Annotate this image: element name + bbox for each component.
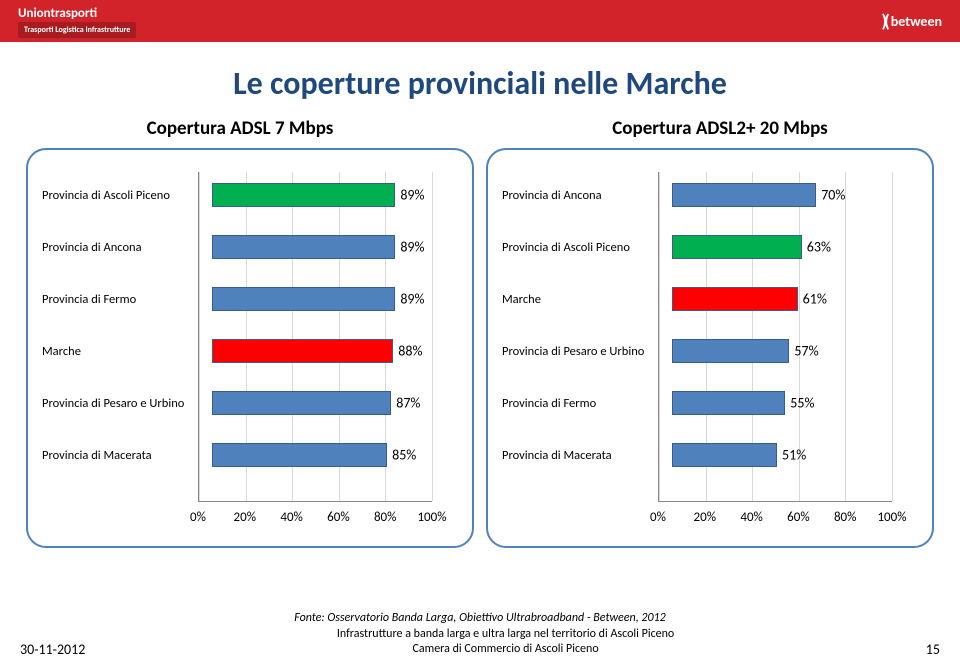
chart-adsl-7mbps: Provincia di Ascoli Piceno89%Provincia d… bbox=[26, 148, 474, 548]
bar: 89% bbox=[212, 287, 395, 311]
bar-label: Provincia di Pesaro e Urbino bbox=[502, 344, 672, 359]
bar: 61% bbox=[672, 287, 798, 311]
bar-row: Provincia di Fermo55% bbox=[672, 388, 878, 418]
logo-left-sub: Trasporti Logistica Infrastrutture bbox=[18, 22, 136, 38]
bar-row: Provincia di Ancona70% bbox=[672, 180, 878, 210]
x-tick: 60% bbox=[327, 510, 349, 525]
bar-value: 89% bbox=[394, 239, 424, 256]
chart-adsl2-20mbps: Provincia di Ancona70%Provincia di Ascol… bbox=[486, 148, 934, 548]
bar-value: 89% bbox=[394, 291, 424, 308]
x-tick: 40% bbox=[280, 510, 302, 525]
logo-left-text: Uniontrasporti bbox=[18, 6, 97, 21]
bar-value: 51% bbox=[776, 447, 806, 464]
bar-value: 63% bbox=[801, 239, 831, 256]
bar-row: Marche61% bbox=[672, 284, 878, 314]
bar-label: Provincia di Macerata bbox=[42, 448, 212, 463]
plot-area: Provincia di Ascoli Piceno89% Provincia d… bbox=[212, 172, 418, 482]
bar: 55% bbox=[672, 391, 785, 415]
logo-between: )( between bbox=[882, 10, 942, 32]
bar: 89% bbox=[212, 235, 395, 259]
bar-label: Marche bbox=[42, 344, 212, 359]
subtitle-left: Copertura ADSL 7 Mbps bbox=[0, 117, 480, 140]
bar: 87% bbox=[212, 391, 391, 415]
bar-label: Provincia di Ancona bbox=[502, 188, 672, 203]
x-tick: 40% bbox=[740, 510, 762, 525]
x-tick: 20% bbox=[234, 510, 256, 525]
logo-right-text: between bbox=[891, 13, 942, 30]
bar-value: 89% bbox=[394, 187, 424, 204]
subtitle-row: Copertura ADSL 7 Mbps Copertura ADSL2+ 2… bbox=[0, 117, 960, 140]
charts-container: Provincia di Ascoli Piceno89%Provincia d… bbox=[0, 148, 960, 548]
bar: 70% bbox=[672, 183, 816, 207]
between-decor-icon: )( bbox=[882, 10, 887, 32]
bar-value: 55% bbox=[784, 395, 814, 412]
bar-label: Marche bbox=[502, 292, 672, 307]
date-text: 30-11-2012 bbox=[20, 641, 85, 658]
bar-label: Provincia di Pesaro e Urbino bbox=[42, 396, 212, 411]
bar: 51% bbox=[672, 443, 777, 467]
footer-center: Infrastrutture a banda larga e ultra lar… bbox=[337, 627, 674, 658]
bar-label: Provincia di Macerata bbox=[502, 448, 672, 463]
bar-row: Marche88% bbox=[212, 336, 418, 366]
source-text: Fonte: Osservatorio Banda Larga, Obietti… bbox=[0, 611, 960, 625]
bar-row: Provincia di Pesaro e Urbino87% bbox=[212, 388, 418, 418]
header-bar: Uniontrasporti Trasporti Logistica Infra… bbox=[0, 0, 960, 42]
bar-row: Provincia di Macerata85% bbox=[212, 440, 418, 470]
bar-label: Provincia di Fermo bbox=[42, 292, 212, 307]
logo-uniontrasporti: Uniontrasporti Trasporti Logistica Infra… bbox=[18, 6, 136, 36]
x-tick: 100% bbox=[417, 510, 446, 525]
footer-line1: Infrastrutture a banda larga e ultra lar… bbox=[337, 627, 674, 641]
footer: Fonte: Osservatorio Banda Larga, Obietti… bbox=[0, 611, 960, 664]
bar: 57% bbox=[672, 339, 789, 363]
x-axis: 0%20%40%60%80%100% bbox=[658, 510, 892, 520]
bar-value: 88% bbox=[392, 343, 422, 360]
plot-area: Provincia di Ancona70% Provincia di Ascol… bbox=[672, 172, 878, 482]
gridline bbox=[892, 172, 893, 501]
bar: 89% bbox=[212, 183, 395, 207]
x-tick: 80% bbox=[834, 510, 856, 525]
x-axis: 0%20%40%60%80%100% bbox=[198, 510, 432, 520]
bar-row: Provincia di Ancona89% bbox=[212, 232, 418, 262]
bar-row: Provincia di Pesaro e Urbino57% bbox=[672, 336, 878, 366]
bar-label: Provincia di Fermo bbox=[502, 396, 672, 411]
bar: 85% bbox=[212, 443, 387, 467]
bar-label: Provincia di Ancona bbox=[42, 240, 212, 255]
bar-row: Provincia di Ascoli Piceno89% bbox=[212, 180, 418, 210]
page-number: 15 bbox=[926, 641, 940, 658]
x-tick: 60% bbox=[787, 510, 809, 525]
bar-row: Provincia di Macerata51% bbox=[672, 440, 878, 470]
subtitle-right: Copertura ADSL2+ 20 Mbps bbox=[480, 117, 960, 140]
x-tick: 0% bbox=[190, 510, 206, 525]
footer-line2: Camera di Commercio di Ascoli Piceno bbox=[412, 642, 598, 656]
bar-value: 85% bbox=[386, 447, 416, 464]
bar: 88% bbox=[212, 339, 393, 363]
x-tick: 100% bbox=[877, 510, 906, 525]
bar-label: Provincia di Ascoli Piceno bbox=[502, 240, 672, 255]
gridline bbox=[432, 172, 433, 501]
x-tick: 0% bbox=[650, 510, 666, 525]
bar: 63% bbox=[672, 235, 802, 259]
bar-value: 57% bbox=[788, 343, 818, 360]
bar-value: 87% bbox=[390, 395, 420, 412]
bar-row: Provincia di Ascoli Piceno63% bbox=[672, 232, 878, 262]
page-title: Le coperture provinciali nelle Marche bbox=[0, 64, 960, 103]
bar-label: Provincia di Ascoli Piceno bbox=[42, 188, 212, 203]
x-tick: 20% bbox=[694, 510, 716, 525]
x-tick: 80% bbox=[374, 510, 396, 525]
bar-value: 70% bbox=[815, 187, 845, 204]
bar-value: 61% bbox=[797, 291, 827, 308]
bar-row: Provincia di Fermo89% bbox=[212, 284, 418, 314]
